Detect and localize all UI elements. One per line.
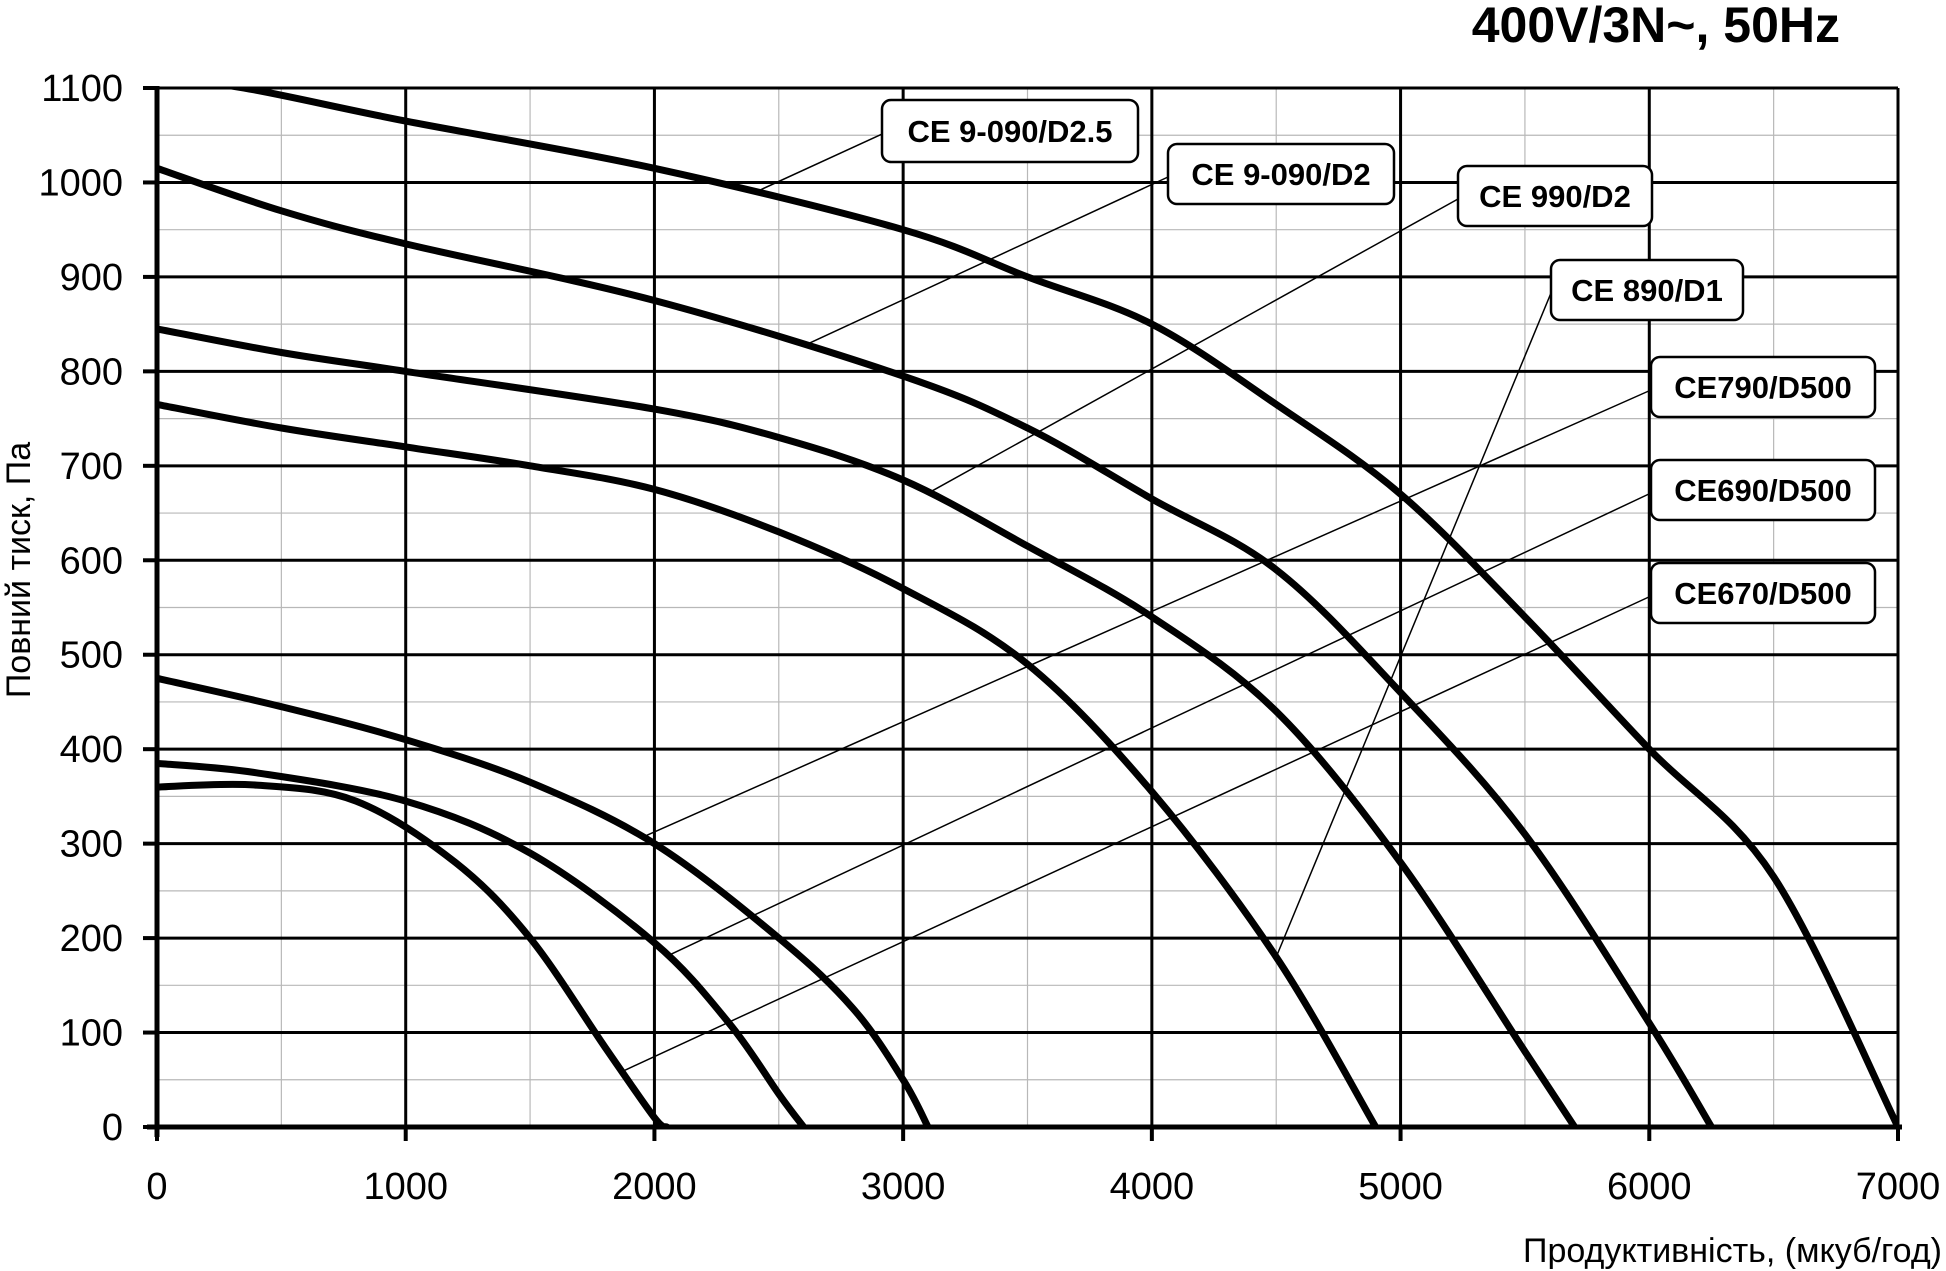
- series-curve: [157, 780, 671, 1127]
- callout-leader-line: [803, 176, 1169, 347]
- y-axis-label: Повний тиск, Па: [0, 442, 38, 698]
- y-tick-label: 0: [102, 1107, 123, 1149]
- callout-leader-line: [753, 133, 883, 194]
- series-curve: [220, 88, 1898, 1127]
- x-tick-label: 3000: [861, 1166, 946, 1208]
- callout-box: [1166, 142, 1396, 206]
- y-tick-label: 200: [60, 918, 123, 960]
- y-tick-label: 100: [60, 1013, 123, 1055]
- x-tick-label: 0: [146, 1166, 167, 1208]
- callout-box: [880, 98, 1140, 164]
- x-tick-label: 7000: [1856, 1166, 1941, 1208]
- y-tick-label: 600: [60, 540, 123, 582]
- callout-box: [1456, 164, 1654, 228]
- y-tick-label: 500: [60, 635, 123, 677]
- series-callouts: CE 9-090/D2.5 CE 9-090/D2 CE 990/D2 CE 890/…: [621, 98, 1877, 1073]
- series-label: CE690/D500: [1674, 473, 1852, 508]
- series-curve: [157, 674, 932, 1127]
- x-tick-label: 4000: [1110, 1166, 1195, 1208]
- series-curve: [157, 759, 808, 1127]
- callout-box: [1649, 561, 1877, 625]
- y-tick-label: 900: [60, 257, 123, 299]
- chart-title: 400V/3N~, 50Hz: [1472, 0, 1840, 53]
- series-curve: [157, 400, 1380, 1127]
- y-tick-label: 1100: [41, 68, 123, 110]
- callout-box: [1649, 458, 1877, 522]
- series-curve: [157, 164, 1715, 1127]
- x-tick-label: 1000: [363, 1166, 448, 1208]
- y-tick-label: 1000: [38, 162, 123, 204]
- series-label: CE 990/D2: [1479, 179, 1631, 214]
- x-tick-label: 2000: [612, 1166, 697, 1208]
- callout-leader-line: [641, 389, 1652, 839]
- series-curves: [157, 88, 1898, 1127]
- y-tick-label: 700: [60, 446, 123, 488]
- y-tick-label: 300: [60, 824, 123, 866]
- callout-leader-line: [1275, 292, 1552, 958]
- callout-box: [1549, 258, 1745, 322]
- series-label: CE790/D500: [1674, 370, 1852, 405]
- y-tick-label: 800: [60, 351, 123, 393]
- x-axis-label: Продуктивність, (мкуб/год): [1523, 1232, 1942, 1270]
- axis-ticks: 0 1000 2000 3000 4000 5000 6000 7000 0 100 200 300 4…: [38, 68, 1940, 1208]
- callout-leader-line: [621, 595, 1652, 1073]
- x-tick-label: 6000: [1607, 1166, 1692, 1208]
- y-tick-label: 400: [60, 729, 123, 771]
- series-label: CE 9-090/D2: [1191, 157, 1370, 192]
- callout-leader-line: [666, 492, 1652, 957]
- callout-leader-line: [927, 198, 1459, 494]
- series-label: CE670/D500: [1674, 576, 1852, 611]
- series-curve: [157, 325, 1579, 1127]
- series-label: CE 890/D1: [1571, 273, 1723, 308]
- series-label: CE 9-090/D2.5: [907, 114, 1112, 149]
- callout-box: [1649, 355, 1877, 419]
- x-tick-label: 5000: [1358, 1166, 1443, 1208]
